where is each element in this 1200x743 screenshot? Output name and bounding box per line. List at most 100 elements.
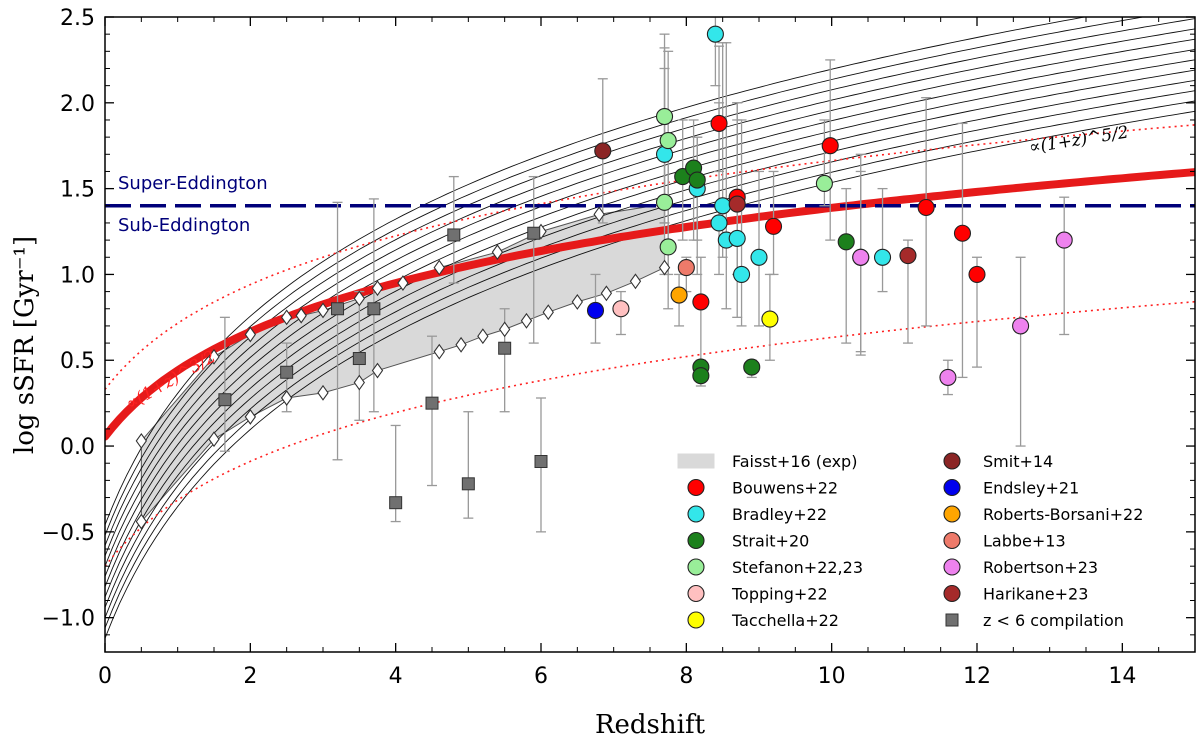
model-curve	[105, 17, 1087, 526]
data-point-circle	[815, 174, 833, 193]
x-axis-title: Redshift	[595, 710, 706, 740]
data-point-circle	[710, 114, 728, 132]
legend-swatch-circle	[687, 531, 705, 550]
data-point-square	[425, 396, 439, 410]
faisst-diamond	[208, 431, 220, 448]
legend-label: Robertson+23	[983, 558, 1098, 577]
faisst-diamond	[208, 348, 220, 365]
data-point-circle	[688, 171, 706, 189]
x-tick-label: 10	[818, 664, 846, 689]
legend-label: Faisst+16 (exp)	[732, 452, 857, 471]
model-curve	[105, 38, 1195, 567]
faisst-diamond	[571, 293, 584, 310]
faisst-diamond	[280, 390, 293, 406]
data-point-circle	[821, 137, 839, 155]
data-point-circle	[899, 247, 917, 265]
faisst-diamond	[135, 513, 148, 530]
data-point-square	[367, 302, 381, 316]
data-point-circle	[1055, 231, 1073, 249]
data-point-square	[534, 455, 548, 468]
legend-swatch-circle	[943, 584, 961, 603]
data-point-circle	[594, 142, 612, 160]
legend-swatch-circle	[687, 478, 705, 497]
data-point-circle	[655, 107, 674, 126]
envelope-curves-group	[105, 124, 1195, 567]
faisst-diamond	[353, 374, 366, 391]
faisst-diamond	[317, 384, 329, 401]
data-point-circle	[917, 198, 935, 217]
faisst-diamond	[371, 280, 384, 297]
data-point-circle	[692, 367, 710, 385]
legend-swatch-circle	[687, 558, 705, 576]
sub-eddington-label: Sub-Eddington	[118, 215, 250, 236]
data-point-square	[461, 477, 475, 491]
x-tick-label: 6	[534, 664, 548, 689]
upper-envelope-curve	[105, 124, 1195, 390]
legend: Faisst+16 (exp) Bouwens+22 Bradley+22 Strai…	[677, 452, 1143, 630]
faisst-diamond	[135, 432, 148, 449]
y-tick-label: 2.0	[60, 92, 95, 117]
faisst-diamond	[658, 259, 671, 276]
faisst-diamond	[629, 273, 642, 290]
legend-label: Harikane+23	[983, 585, 1088, 604]
faisst-diamond	[542, 304, 554, 321]
faisst-diamond	[244, 408, 257, 425]
y-tick-label: −0.5	[42, 521, 95, 546]
legend-swatch-square	[945, 613, 959, 627]
faisst-diamond	[371, 362, 384, 379]
legend-swatch-circle	[687, 611, 705, 629]
data-point-circle	[743, 358, 761, 376]
data-point-circle	[968, 265, 986, 283]
faisst-diamond	[498, 321, 511, 338]
faisst-diamond	[433, 259, 445, 276]
faisst-diamond	[477, 328, 489, 345]
legend-label: Tacchella+22	[731, 611, 839, 630]
data-point-circle	[692, 293, 710, 311]
data-point-circle	[953, 224, 972, 242]
y-tick-label: 1.0	[60, 263, 95, 288]
legend-label: Stefanon+22,23	[732, 558, 863, 577]
y-tick-label: 0.5	[60, 349, 95, 374]
data-point-circle	[655, 193, 674, 211]
legend-label: Smit+14	[983, 452, 1053, 471]
super-eddington-label: Super-Eddington	[118, 173, 268, 194]
data-point-circle	[761, 310, 779, 328]
model-curve	[105, 18, 1195, 546]
legend-swatch-circle	[943, 531, 961, 550]
faisst-diamond	[600, 285, 613, 302]
legend-label: Topping+22	[731, 585, 828, 604]
data-point-square	[447, 228, 461, 242]
legend-label: Bouwens+22	[732, 479, 838, 498]
data-point-circle	[710, 214, 728, 232]
data-point-circle	[706, 25, 724, 43]
data-point-circle	[750, 248, 768, 266]
data-point-circle	[714, 197, 732, 215]
data-point-circle	[586, 301, 605, 320]
data-point-circle	[670, 286, 688, 304]
data-point-circle	[659, 132, 677, 150]
data-point-square	[280, 365, 294, 379]
model-curve	[105, 17, 1146, 536]
faisst-diamond	[317, 302, 329, 319]
data-point-circle	[677, 259, 695, 277]
data-point-circle	[837, 233, 855, 251]
y-tick-label: 0.0	[60, 435, 95, 460]
data-point-square	[498, 341, 512, 355]
faisst-diamond	[455, 336, 467, 353]
data-point-circle	[1012, 317, 1030, 335]
legend-swatch-circle	[687, 505, 705, 523]
legend-swatch-circle	[943, 558, 961, 576]
data-point-square	[331, 302, 345, 316]
faisst-diamond	[520, 312, 533, 329]
x-tick-label: 0	[98, 664, 112, 689]
faisst-diamond	[280, 309, 293, 326]
data-point-circle	[873, 248, 892, 266]
plot-area	[105, 17, 1195, 639]
data-point-circle	[728, 229, 746, 247]
data-point-circle	[764, 217, 783, 235]
legend-label: Bradley+22	[732, 505, 827, 524]
data-point-square	[527, 226, 541, 240]
faisst-diamond	[244, 326, 257, 343]
legend-label: Labbe+13	[983, 532, 1066, 551]
